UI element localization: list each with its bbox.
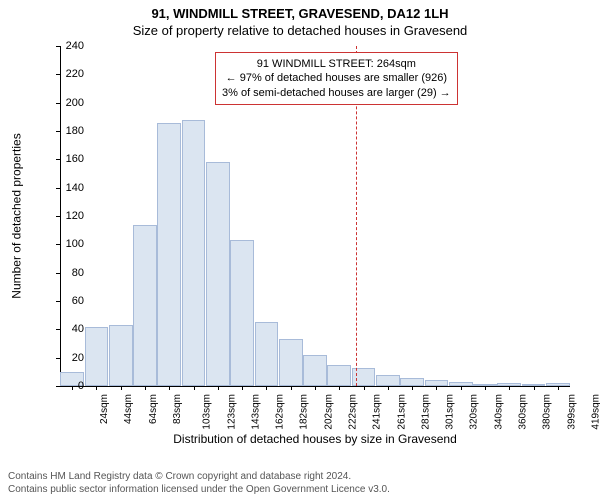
x-tick [436, 386, 437, 390]
y-tick [56, 386, 60, 387]
y-tick [56, 329, 60, 330]
x-tick [315, 386, 316, 390]
footer-line1: Contains HM Land Registry data © Crown c… [8, 470, 390, 483]
y-tick [56, 188, 60, 189]
x-tick-label: 360sqm [518, 394, 529, 430]
x-axis-label: Distribution of detached houses by size … [60, 432, 570, 446]
y-axis-label: Number of detached properties [10, 46, 24, 386]
chart-container: 91, WINDMILL STREET, GRAVESEND, DA12 1LH… [0, 0, 600, 500]
x-tick-label: 419sqm [590, 394, 600, 430]
x-tick-label: 83sqm [172, 394, 183, 424]
x-tick [485, 386, 486, 390]
x-tick-label: 320sqm [469, 394, 480, 430]
histogram-bar [327, 365, 351, 386]
footer-attribution: Contains HM Land Registry data © Crown c… [8, 470, 390, 496]
x-tick-label: 143sqm [250, 394, 261, 430]
x-tick [218, 386, 219, 390]
x-tick [534, 386, 535, 390]
x-tick [364, 386, 365, 390]
y-tick [56, 216, 60, 217]
x-tick [169, 386, 170, 390]
histogram-bar [352, 368, 376, 386]
x-tick-label: 241sqm [372, 394, 383, 430]
annotation-line1: 91 WINDMILL STREET: 264sqm [222, 57, 451, 71]
histogram-bar [133, 225, 157, 387]
x-tick [96, 386, 97, 390]
histogram-bar [255, 322, 279, 386]
histogram-bar [157, 123, 181, 387]
x-tick-label: 261sqm [396, 394, 407, 430]
y-tick [56, 103, 60, 104]
annotation-line3: 3% of semi-detached houses are larger (2… [222, 86, 451, 100]
y-tick [56, 46, 60, 47]
x-tick-label: 64sqm [148, 394, 159, 424]
x-tick [194, 386, 195, 390]
x-tick [339, 386, 340, 390]
histogram-bar [182, 120, 206, 386]
x-tick-label: 103sqm [202, 394, 213, 430]
y-tick [56, 301, 60, 302]
x-tick [412, 386, 413, 390]
y-tick [56, 244, 60, 245]
x-tick-label: 399sqm [566, 394, 577, 430]
x-tick [388, 386, 389, 390]
x-tick [461, 386, 462, 390]
x-tick [121, 386, 122, 390]
x-tick-label: 123sqm [226, 394, 237, 430]
x-tick [145, 386, 146, 390]
x-tick-label: 202sqm [323, 394, 334, 430]
chart-title-line1: 91, WINDMILL STREET, GRAVESEND, DA12 1LH [0, 0, 600, 21]
x-tick-label: 281sqm [420, 394, 431, 430]
x-tick-label: 44sqm [123, 394, 134, 424]
x-tick-label: 380sqm [542, 394, 553, 430]
histogram-bar [376, 375, 400, 386]
histogram-bar [109, 325, 133, 386]
x-tick-label: 301sqm [445, 394, 456, 430]
histogram-bar [303, 355, 327, 386]
x-tick-label: 340sqm [493, 394, 504, 430]
x-tick-label: 24sqm [99, 394, 110, 424]
histogram-bar [85, 327, 109, 387]
y-tick [56, 74, 60, 75]
x-tick [291, 386, 292, 390]
annotation-box: 91 WINDMILL STREET: 264sqm← 97% of detac… [215, 52, 458, 105]
y-tick [56, 358, 60, 359]
x-tick [242, 386, 243, 390]
annotation-line2: ← 97% of detached houses are smaller (92… [222, 71, 451, 85]
footer-line2: Contains public sector information licen… [8, 483, 390, 496]
histogram-bar [206, 162, 230, 386]
x-tick-label: 182sqm [299, 394, 310, 430]
histogram-bar [230, 240, 254, 386]
y-tick [56, 159, 60, 160]
x-tick-label: 222sqm [348, 394, 359, 430]
x-tick [558, 386, 559, 390]
x-tick [509, 386, 510, 390]
y-tick [56, 131, 60, 132]
y-tick [56, 273, 60, 274]
x-tick-label: 162sqm [275, 394, 286, 430]
histogram-bar [279, 339, 303, 386]
chart-title-line2: Size of property relative to detached ho… [0, 21, 600, 38]
x-tick [72, 386, 73, 390]
histogram-bar [400, 378, 424, 387]
x-tick [266, 386, 267, 390]
